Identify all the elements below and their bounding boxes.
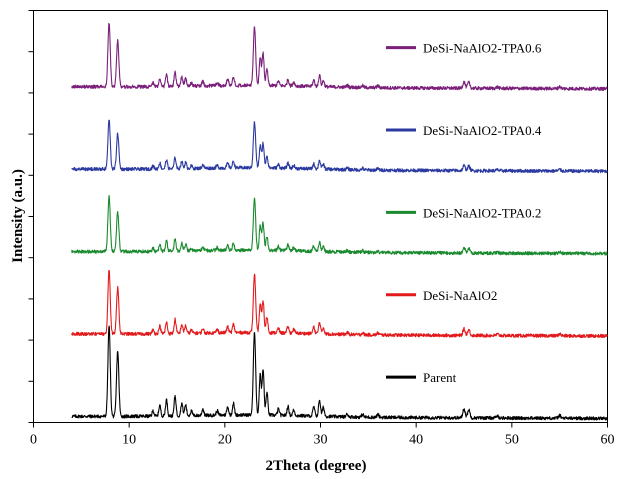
legend-label-4: DeSi-NaAlO2-TPA0.6 <box>423 41 542 56</box>
series-line-2 <box>71 194 608 256</box>
x-tick-label: 50 <box>505 433 519 448</box>
legend-label-2: DeSi-NaAlO2-TPA0.2 <box>423 205 541 220</box>
x-tick-label: 30 <box>314 433 328 448</box>
legend: Parent DeSi-NaAlO2 DeSi-NaAlO2-TPA0.2 DeSi-… <box>386 41 542 385</box>
x-tick-label: 60 <box>601 433 615 448</box>
legend-label-0: Parent <box>423 370 457 385</box>
series-line-0 <box>71 325 608 421</box>
x-tick-label: 20 <box>218 433 232 448</box>
x-tick-label: 40 <box>409 433 423 448</box>
x-axis-tick-labels: 0 10 20 30 40 50 60 <box>30 433 615 448</box>
series-line-4 <box>71 22 608 91</box>
x-tick-label: 0 <box>30 433 37 448</box>
y-axis-ticks <box>28 10 34 423</box>
x-tick-label: 10 <box>122 433 136 448</box>
traces <box>71 22 608 421</box>
series-line-1 <box>71 269 608 339</box>
legend-label-3: DeSi-NaAlO2-TPA0.4 <box>423 123 542 138</box>
y-axis-label: Intensity (a.u.) <box>10 169 26 263</box>
x-axis-ticks <box>33 422 608 428</box>
legend-label-1: DeSi-NaAlO2 <box>423 288 497 303</box>
x-axis-label: 2Theta (degree) <box>266 458 367 474</box>
series-line-3 <box>71 119 608 174</box>
